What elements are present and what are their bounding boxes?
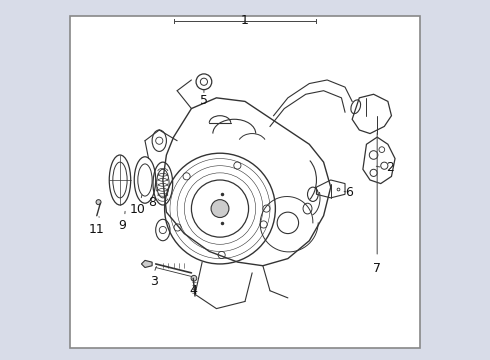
Circle shape	[191, 275, 197, 281]
Text: 2: 2	[386, 161, 394, 174]
Circle shape	[96, 200, 101, 204]
Text: 3: 3	[150, 275, 158, 288]
Text: 1: 1	[241, 14, 249, 27]
Circle shape	[211, 200, 229, 217]
Text: 11: 11	[89, 223, 105, 236]
Text: 6: 6	[345, 186, 353, 199]
Text: 7: 7	[373, 262, 381, 275]
Text: 10: 10	[130, 203, 146, 216]
Text: 9: 9	[118, 219, 126, 232]
FancyBboxPatch shape	[70, 16, 420, 348]
Text: 8: 8	[148, 196, 156, 209]
Text: 5: 5	[200, 94, 208, 107]
Polygon shape	[142, 260, 152, 267]
Text: 4: 4	[189, 284, 197, 297]
